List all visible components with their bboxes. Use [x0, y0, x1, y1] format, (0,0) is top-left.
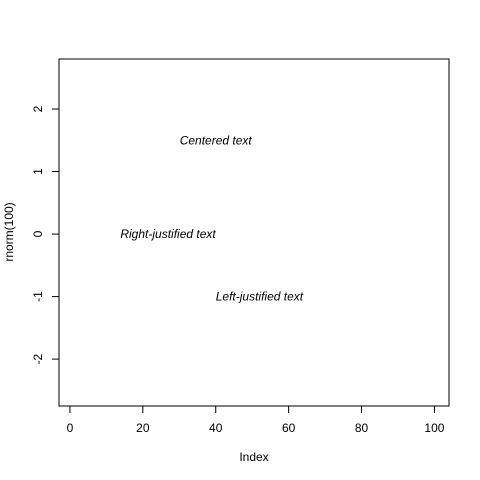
x-tick-label: 80: [355, 421, 369, 435]
x-axis: 0 20 40 60 80 100: [67, 405, 445, 435]
annotation-left-text: Left-justified text: [216, 290, 304, 304]
y-tick-label: 1: [31, 168, 45, 175]
y-tick-label: -2: [31, 353, 45, 364]
plot-frame: [58, 58, 450, 407]
x-tick-label: 100: [424, 421, 444, 435]
x-tick-label: 20: [136, 421, 150, 435]
x-tick-label: 60: [282, 421, 296, 435]
annotation-right-text: Right-justified text: [120, 227, 216, 241]
x-tick-label: 40: [209, 421, 223, 435]
y-tick-label: 2: [31, 105, 45, 112]
annotations: Centered text Right-justified text Left-ju…: [120, 133, 303, 303]
y-tick-label: 0: [31, 230, 45, 237]
y-tick-label: -1: [31, 291, 45, 302]
y-axis: -2 -1 0 1 2: [31, 105, 60, 364]
y-axis-label: rnorm(100): [2, 202, 16, 261]
x-axis-label: Index: [239, 450, 268, 464]
annotation-center-text: Centered text: [180, 133, 253, 147]
x-tick-label: 0: [67, 421, 74, 435]
